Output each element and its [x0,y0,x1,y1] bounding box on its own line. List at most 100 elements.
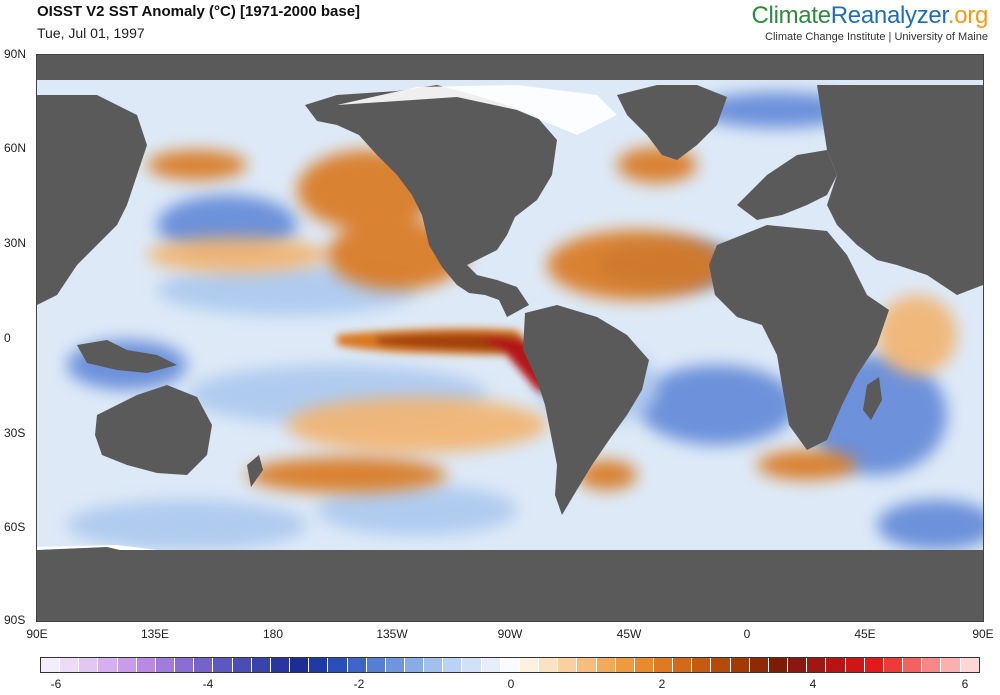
colorbar-swatch-9 [213,658,233,672]
lon-label-45e: 45E [854,627,876,641]
colorbar-swatch-34 [692,658,712,672]
colorbar-tick-2: 2 [658,677,666,691]
warm-anomalies [147,147,957,493]
cool-patch-s-atlantic [637,365,797,445]
colorbar-swatch-40 [807,658,827,672]
colorbar-swatch-11 [251,658,271,672]
colorbar-tick--6: -6 [50,677,62,691]
australia [95,385,212,475]
colorbar-swatch-45 [903,658,923,672]
lat-label-90n: 90N [4,47,27,61]
colorbar-swatch-31 [634,658,654,672]
colorbar [40,657,980,673]
warm-patch-bering [147,150,247,180]
colorbar-swatch-23 [481,658,501,672]
colorbar-tick-6: 6 [961,677,969,691]
map-date: Tue, Jul 01, 1997 [37,25,145,41]
warm-patch-s-indian [757,450,857,480]
antarctica [37,547,983,621]
map-title: OISST V2 SST Anomaly (°C) [1971-2000 bas… [37,3,361,20]
colorbar-swatch-13 [290,658,310,672]
colorbar-swatch-3 [98,658,118,672]
colorbar-swatch-35 [711,658,731,672]
lat-label-30s: 30S [4,426,26,440]
colorbar-swatch-12 [270,658,291,672]
colorbar-swatch-32 [654,658,674,672]
colorbar-swatch-8 [194,658,214,672]
asia-west [817,85,983,295]
cool-patch-arctic [697,92,857,128]
colorbar-swatch-48 [960,658,979,672]
lat-label-60s: 60S [4,520,26,534]
colorbar-swatch-47 [941,658,961,672]
warm-patch-s-atlantic [577,460,637,490]
colorbar-swatch-19 [404,658,425,672]
colorbar-swatch-7 [175,658,195,672]
colorbar-swatch-38 [768,658,789,672]
africa [709,225,889,450]
colorbar-swatch-15 [328,658,348,672]
colorbar-swatch-46 [922,658,942,672]
colorbar-swatch-18 [385,658,405,672]
lon-label-135w: 135W [376,627,408,641]
greenland [617,85,727,160]
south-america [523,305,649,515]
cool-patch-southern-w [67,500,307,550]
colorbar-tick-4: 4 [809,677,817,691]
colorbar-swatch-20 [424,658,444,672]
sst-anomaly-map[interactable] [36,54,984,622]
lon-label-45w: 45W [616,627,642,641]
europe [737,150,837,220]
colorbar-swatch-30 [615,658,635,672]
colorbar-swatch-41 [826,658,846,672]
colorbar-tick--2: -2 [353,677,365,691]
brand-block[interactable]: ClimateReanalyzer.org Climate Change Ins… [752,2,989,43]
warm-patch-s-pacific [287,397,547,453]
madagascar [863,377,882,420]
colorbar-swatch-24 [500,658,520,672]
colorbar-tick--4: -4 [202,677,214,691]
north-america [305,85,557,317]
colorbar-swatch-17 [366,658,386,672]
el-nino-core [477,335,552,395]
lat-label-90s: 90S [4,613,26,627]
colorbar-swatch-27 [558,658,578,672]
el-nino-tongue [337,328,552,395]
cool-patch-southern-c [317,485,517,535]
brand-logo-part3: .org [947,2,988,29]
colorbar-tick-0: 0 [507,677,515,691]
colorbar-swatch-37 [749,658,769,672]
lon-label-90e: 90E [26,627,48,641]
colorbar-swatch-5 [136,658,156,672]
lon-label-90e-east: 90E [972,627,994,641]
lon-label-180: 180 [262,627,284,641]
colorbar-swatch-39 [788,658,808,672]
warm-patch-indian-ne [877,295,957,375]
colorbar-swatch-44 [883,658,904,672]
colorbar-swatch-10 [232,658,252,672]
indonesia [77,340,177,373]
colorbar-swatch-0 [41,658,61,672]
continents [37,85,983,515]
colorbar-swatch-6 [155,658,176,672]
colorbar-swatch-36 [730,658,750,672]
colorbar-swatch-1 [60,658,80,672]
colorbar-swatch-21 [443,658,463,672]
antarctic-ice [37,545,983,550]
asia-east [37,95,147,305]
colorbar-swatch-29 [596,658,616,672]
colorbar-swatch-2 [79,658,99,672]
warm-patch-s-pacific-2 [247,457,447,493]
arctic-ice [337,85,617,135]
map-canvas [37,55,983,621]
brand-subtitle: Climate Change Institute | University of… [765,31,988,43]
brand-logo[interactable]: ClimateReanalyzer.org [752,2,989,30]
colorbar-swatch-26 [539,658,559,672]
ocean-layer [37,80,983,550]
lon-label-0: 0 [743,627,751,641]
colorbar-swatch-33 [673,658,693,672]
colorbar-swatch-43 [864,658,884,672]
new-zealand [247,455,263,487]
colorbar-swatch-25 [519,658,540,672]
colorbar-swatch-28 [577,658,597,672]
